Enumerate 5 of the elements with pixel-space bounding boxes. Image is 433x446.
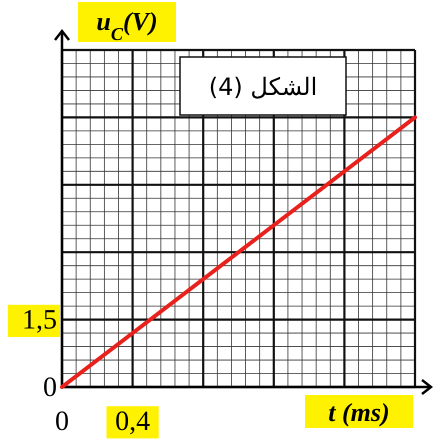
y-axis-title: u$_{C}$(V): [96, 7, 158, 44]
y-tick-label: 1,5: [22, 304, 57, 336]
text: الشكل (4): [208, 73, 318, 101]
x-tick-label: 0,4: [115, 406, 150, 437]
x-axis-title: t (ms): [328, 398, 390, 427]
